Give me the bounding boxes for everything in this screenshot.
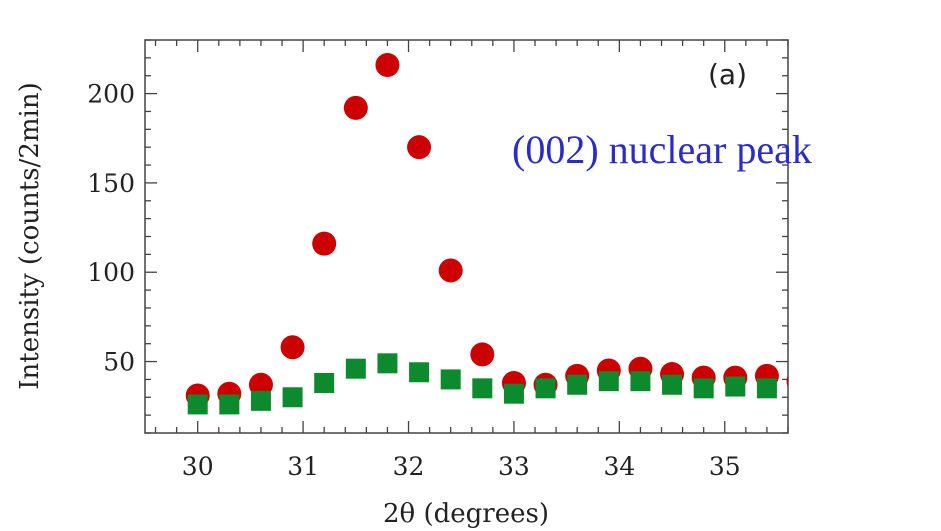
green-square-point [250,390,271,411]
green-square-point [535,378,556,399]
y-tick-label: 50 [103,348,135,377]
y-axis-title: Intensity (counts/2min) [15,82,45,389]
red-circle-point [786,375,788,387]
points-layer [185,53,788,415]
red-circle-point [375,53,400,78]
red-circle-point [343,95,368,120]
x-axis-title: 2θ (degrees) [383,499,549,529]
green-square-point [282,387,303,408]
red-circle-point [312,231,337,256]
green-square-point [567,374,588,395]
green-square-point [756,378,777,399]
green-square-point [598,371,619,392]
red-circle-point [248,372,273,397]
green-square-point [345,358,366,379]
x-tick-label: 31 [287,452,319,481]
green-square-point [503,383,524,404]
red-circle-point [407,135,432,160]
x-tick-label: 32 [393,452,425,481]
ticks-layer: 30 31 32 33 34 35 50 100 150 200 [87,39,789,481]
green-square-point [472,378,493,399]
green-square-point [440,369,461,390]
x-tick-label: 35 [709,452,741,481]
red-circle-point [280,335,305,360]
y-tick-label: 200 [87,80,135,109]
panel-label: (a) [708,58,747,91]
green-square-point [219,394,240,415]
green-square-point [409,362,430,383]
annotation-text: (002) nuclear peak [512,127,812,172]
x-tick-label: 33 [498,452,530,481]
x-tick-label: 34 [603,452,635,481]
y-tick-label: 150 [87,169,135,198]
green-square-point [377,353,398,374]
red-circle-point [438,258,463,283]
green-square-point [630,371,651,392]
red-circle-point [470,342,495,367]
green-square-point [662,374,683,395]
plot-frame [144,39,789,434]
green-square-point [693,378,714,399]
green-square-point [725,376,746,397]
green-square-point [187,394,208,415]
y-tick-label: 100 [87,258,135,287]
green-square-point [314,372,335,393]
x-tick-label: 30 [182,452,214,481]
